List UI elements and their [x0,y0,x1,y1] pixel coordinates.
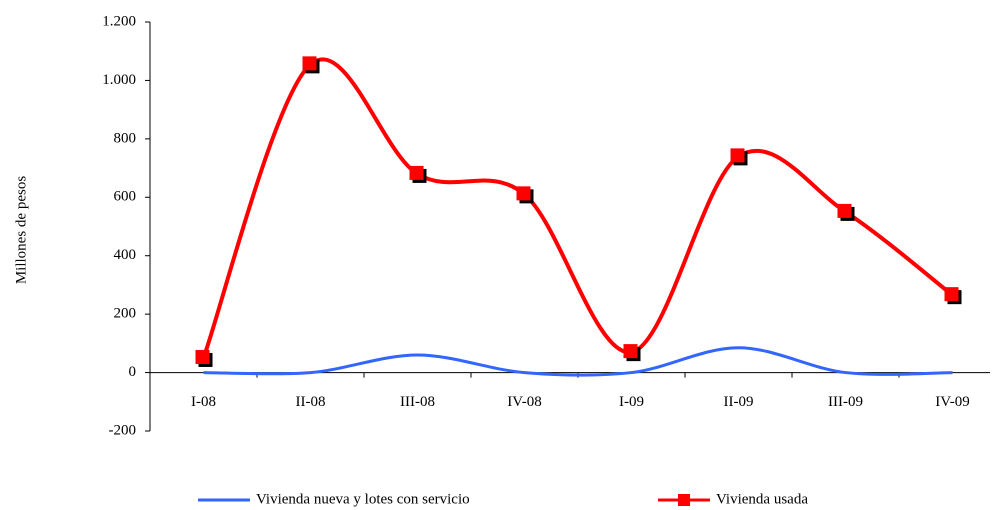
marker [730,148,745,163]
x-tick-label: IV-08 [507,394,541,410]
y-tick-label: 0 [129,364,137,380]
legend-marker [678,494,690,506]
x-tick-label: III-08 [400,394,435,410]
y-tick-label: 1.000 [102,72,136,88]
marker [302,56,317,71]
legend-label: Vivienda nueva y lotes con servicio [256,491,470,507]
y-tick-label: 600 [114,189,137,205]
y-tick-label: -200 [109,422,137,438]
series-line [203,346,953,377]
x-tick-label: I-09 [619,394,644,410]
x-tick-label: II-09 [724,394,754,410]
marker [623,344,638,359]
legend-label: Vivienda usada [716,491,808,507]
x-tick-label: I-08 [191,394,216,410]
y-axis-label: Millones de pesos [13,176,29,284]
x-tick-label: IV-09 [935,394,969,410]
y-tick-label: 1.200 [102,13,136,29]
marker [944,287,959,302]
marker [409,165,424,180]
y-tick-label: 800 [114,130,137,146]
x-tick-label: III-09 [828,394,863,410]
y-tick-label: 400 [114,247,137,263]
y-tick-label: 200 [114,306,137,322]
marker [837,203,852,218]
marker [195,349,210,364]
x-tick-label: II-08 [296,394,326,410]
marker [516,186,531,201]
